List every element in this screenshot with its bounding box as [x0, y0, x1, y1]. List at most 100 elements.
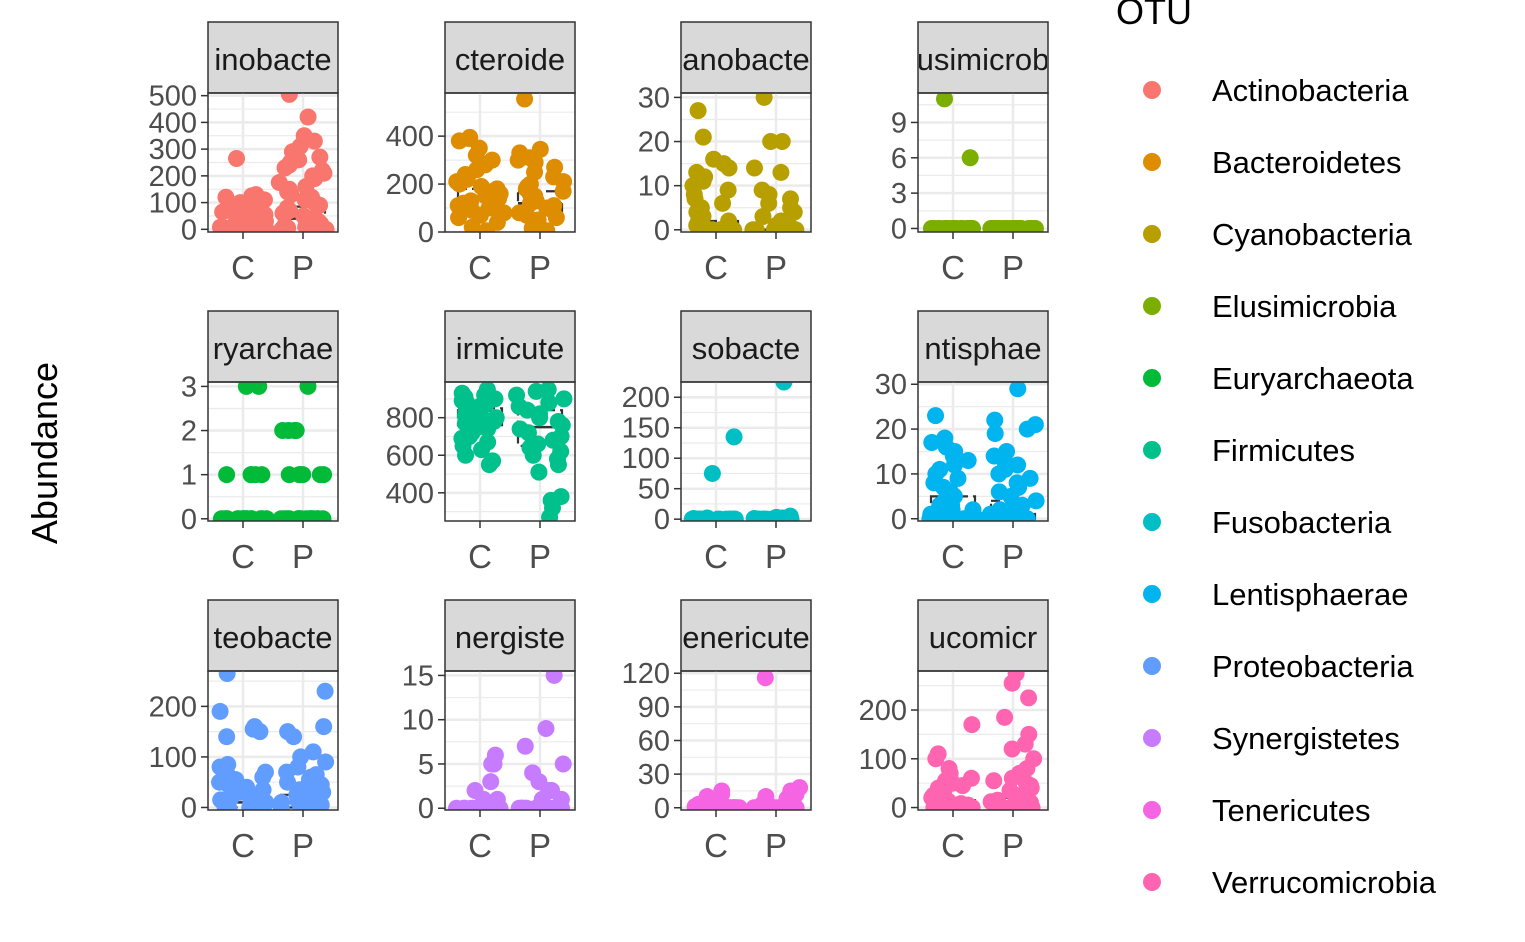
legend-key	[1143, 513, 1161, 531]
x-tick-label: P	[292, 827, 314, 864]
x-tick-label: C	[231, 827, 255, 864]
data-point	[791, 779, 809, 797]
data-point	[949, 469, 967, 487]
y-tick-label: 9	[891, 107, 907, 139]
y-tick-label: 200	[859, 695, 907, 727]
legend-label: Bacteroidetes	[1212, 145, 1402, 180]
data-layer	[684, 93, 805, 232]
legend-label: Proteobacteria	[1212, 649, 1414, 684]
data-point	[479, 433, 497, 451]
data-point	[989, 791, 1007, 809]
legend-item: Elusimicrobia	[1143, 289, 1397, 324]
legend-key	[1143, 369, 1161, 387]
facet-strip	[444, 21, 576, 94]
legend-item: Lentisphaerae	[1143, 577, 1409, 612]
data-point	[218, 466, 236, 484]
data-point	[472, 177, 490, 195]
data-point	[508, 386, 526, 404]
facet-strip-label: ryarchae	[213, 331, 334, 366]
y-tick-label: 100	[149, 188, 197, 220]
y-tick-label: 50	[638, 474, 670, 506]
data-point	[931, 460, 949, 478]
data-layer	[686, 671, 809, 810]
data-point	[767, 508, 785, 521]
legend-item: Fusobacteria	[1143, 505, 1392, 540]
data-point	[991, 501, 1009, 519]
data-layer	[448, 671, 572, 810]
data-point	[278, 199, 296, 217]
legend-title: OTU	[1116, 0, 1192, 32]
data-point	[482, 773, 500, 791]
data-point	[753, 181, 771, 199]
data-point	[698, 509, 716, 521]
panel-border	[444, 381, 576, 522]
data-point	[545, 197, 563, 215]
legend-key	[1143, 729, 1161, 747]
data-layer	[683, 382, 800, 521]
data-point	[552, 488, 570, 506]
data-point	[279, 723, 297, 741]
data-point	[935, 93, 953, 108]
data-point	[1003, 740, 1021, 758]
data-point	[315, 718, 333, 736]
data-point	[714, 194, 732, 212]
x-tick-label: C	[704, 827, 728, 864]
y-tick-label: 800	[386, 403, 434, 435]
data-point	[756, 671, 774, 687]
facet-strip	[207, 310, 339, 383]
legend-key	[1143, 81, 1161, 99]
data-point	[962, 769, 980, 787]
data-point	[274, 422, 292, 440]
x-tick-label: C	[468, 538, 492, 575]
data-point	[1009, 382, 1027, 398]
data-point	[211, 702, 229, 720]
legend-label: Firmicutes	[1212, 433, 1355, 468]
x-tick-label: C	[704, 538, 728, 575]
data-layer	[212, 382, 333, 521]
y-tick-label: 0	[181, 792, 197, 824]
x-tick-label: P	[765, 538, 787, 575]
data-point	[1013, 496, 1031, 514]
data-point	[722, 799, 740, 810]
x-tick-label: P	[1002, 827, 1024, 864]
legend-items: Actinobacteria Bacteroidetes Cyanobacteria…	[1143, 73, 1437, 900]
x-tick-label: P	[529, 538, 551, 575]
y-tick-label: 0	[654, 504, 670, 536]
data-point	[295, 127, 313, 145]
x-tick-label: C	[941, 538, 965, 575]
panel-border	[917, 92, 1049, 233]
y-tick-label: 3	[891, 178, 907, 210]
data-point	[929, 745, 947, 763]
y-tick-label: 0	[181, 214, 197, 246]
data-point	[486, 746, 504, 764]
data-point	[755, 93, 773, 106]
facet-strip-label: nergiste	[455, 620, 565, 655]
legend-item: Actinobacteria	[1143, 73, 1409, 108]
data-point	[530, 463, 548, 481]
data-point	[1020, 725, 1038, 743]
data-point	[961, 219, 979, 232]
panel-border	[680, 92, 812, 233]
data-point	[781, 190, 799, 208]
data-point	[698, 788, 716, 806]
data-point	[254, 781, 272, 799]
x-tick-label: C	[231, 538, 255, 575]
data-layer	[923, 671, 1043, 810]
gridlines	[208, 382, 338, 521]
y-tick-label: 120	[622, 658, 670, 690]
y-tick-label: 300	[149, 134, 197, 166]
data-point	[555, 390, 573, 408]
legend-key	[1143, 225, 1161, 243]
legend-label: Lentisphaerae	[1212, 577, 1409, 612]
x-tick-label: P	[1002, 538, 1024, 575]
data-point	[488, 790, 506, 808]
panel-border	[207, 92, 339, 233]
data-point	[487, 409, 505, 427]
y-tick-label: 1	[181, 460, 197, 492]
facet-strip-label: usimicrob	[917, 42, 1050, 77]
legend-item: Synergistetes	[1143, 721, 1400, 756]
facet-strip	[917, 599, 1049, 672]
y-tick-label: 500	[149, 81, 197, 113]
legend-label: Synergistetes	[1212, 721, 1400, 756]
